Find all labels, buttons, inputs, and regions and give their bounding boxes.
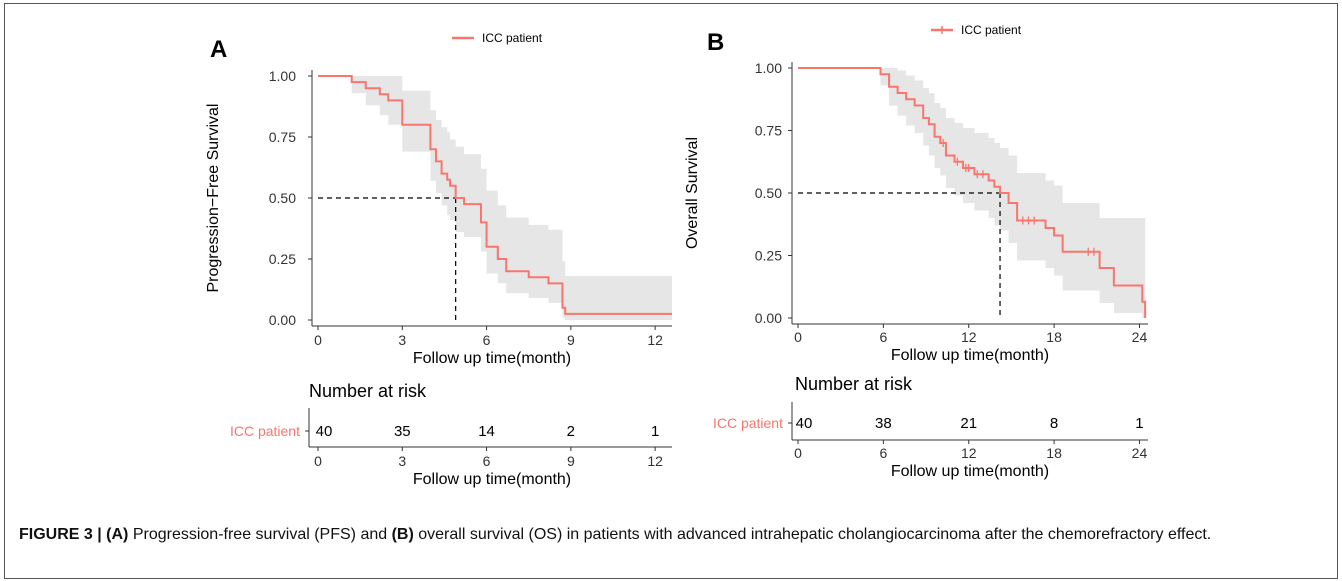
risk-x-tick-label: 9 bbox=[567, 453, 575, 469]
legend-label: ICC patient bbox=[482, 31, 543, 45]
risk-row-label: ICC patient bbox=[713, 415, 783, 431]
y-axis-title: Progression−Free Survival bbox=[205, 104, 222, 293]
panel-letter: B bbox=[707, 29, 724, 56]
x-axis-title: Follow up time(month) bbox=[891, 347, 1049, 364]
risk-count: 1 bbox=[651, 423, 659, 440]
x-tick-label: 24 bbox=[1132, 329, 1148, 345]
risk-count: 40 bbox=[796, 415, 813, 432]
risk-x-axis-title: Follow up time(month) bbox=[413, 471, 571, 488]
y-tick-label: 0.50 bbox=[755, 185, 782, 201]
risk-table-title: Number at risk bbox=[309, 381, 427, 401]
x-tick-label: 9 bbox=[567, 332, 575, 348]
survival-curve bbox=[318, 75, 672, 315]
risk-x-tick-label: 18 bbox=[1046, 445, 1062, 461]
risk-row-label: ICC patient bbox=[230, 423, 300, 439]
y-tick-label: 0.25 bbox=[755, 248, 782, 264]
risk-table-title: Number at risk bbox=[795, 374, 913, 394]
y-tick-label: 0.25 bbox=[269, 251, 296, 267]
risk-count: 8 bbox=[1050, 415, 1058, 432]
x-tick-label: 6 bbox=[483, 332, 491, 348]
panel-letter: A bbox=[210, 36, 227, 63]
y-axis-title: Overall Survival bbox=[684, 137, 701, 249]
risk-count: 40 bbox=[316, 423, 333, 440]
x-tick-label: 6 bbox=[879, 329, 887, 345]
caption-part-a: (A) bbox=[106, 526, 129, 543]
risk-x-tick-label: 3 bbox=[398, 453, 406, 469]
survival-curve bbox=[798, 67, 1147, 318]
risk-x-tick-label: 12 bbox=[647, 453, 663, 469]
y-tick-label: 0.75 bbox=[755, 123, 782, 139]
risk-x-tick-label: 12 bbox=[961, 445, 977, 461]
x-tick-label: 0 bbox=[794, 329, 802, 345]
risk-count: 35 bbox=[394, 423, 411, 440]
risk-x-tick-label: 24 bbox=[1132, 445, 1148, 461]
y-tick-label: 0.75 bbox=[269, 129, 296, 145]
y-tick-label: 0.50 bbox=[269, 190, 296, 206]
risk-x-axis-title: Follow up time(month) bbox=[891, 463, 1049, 480]
x-tick-label: 18 bbox=[1046, 329, 1062, 345]
risk-count: 14 bbox=[478, 423, 495, 440]
risk-x-tick-label: 6 bbox=[879, 445, 887, 461]
x-tick-label: 12 bbox=[961, 329, 977, 345]
caption-label: FIGURE 3 | bbox=[19, 526, 107, 543]
figure-caption: FIGURE 3 | (A) Progression-free survival… bbox=[19, 523, 1319, 547]
x-tick-label: 12 bbox=[647, 332, 663, 348]
caption-text-a: Progression-free survival (PFS) and bbox=[128, 526, 392, 543]
y-tick-label: 0.00 bbox=[755, 310, 782, 326]
x-tick-label: 0 bbox=[314, 332, 322, 348]
risk-count: 2 bbox=[567, 423, 575, 440]
x-tick-label: 3 bbox=[398, 332, 406, 348]
risk-count: 1 bbox=[1135, 415, 1143, 432]
risk-count: 21 bbox=[960, 415, 977, 432]
y-tick-label: 0.00 bbox=[269, 312, 296, 328]
legend-label: ICC patient bbox=[961, 23, 1022, 37]
confidence-band bbox=[318, 76, 672, 320]
figure-frame bbox=[4, 3, 1338, 579]
y-tick-label: 1.00 bbox=[755, 60, 782, 76]
risk-x-tick-label: 0 bbox=[794, 445, 802, 461]
caption-part-b: (B) bbox=[391, 526, 414, 543]
risk-count: 38 bbox=[875, 415, 892, 432]
y-tick-label: 1.00 bbox=[269, 68, 296, 84]
risk-x-tick-label: 0 bbox=[314, 453, 322, 469]
caption-text-b: overall survival (OS) in patients with a… bbox=[413, 526, 1212, 543]
x-axis-title: Follow up time(month) bbox=[413, 350, 571, 367]
risk-x-tick-label: 6 bbox=[483, 453, 491, 469]
